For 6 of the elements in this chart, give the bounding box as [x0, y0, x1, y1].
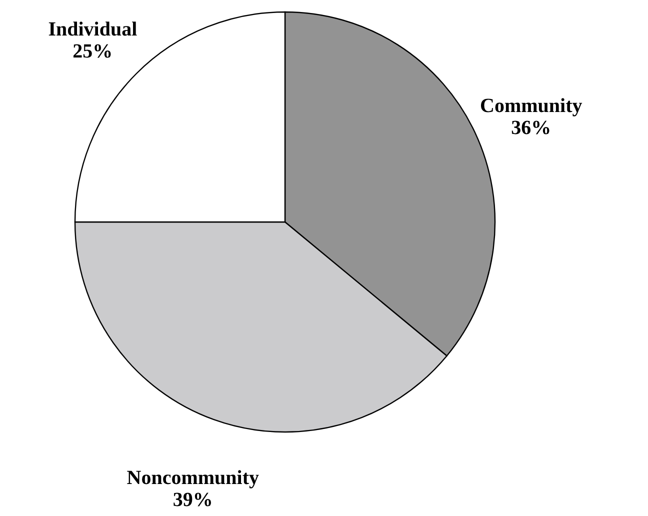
slice-label: Individual [48, 18, 138, 41]
slice-label: Noncommunity [126, 466, 259, 489]
data-label: 39% [172, 488, 213, 511]
data-label: 36% [511, 117, 552, 140]
data-label: 25% [72, 40, 113, 63]
slice-label: Community [480, 95, 582, 118]
